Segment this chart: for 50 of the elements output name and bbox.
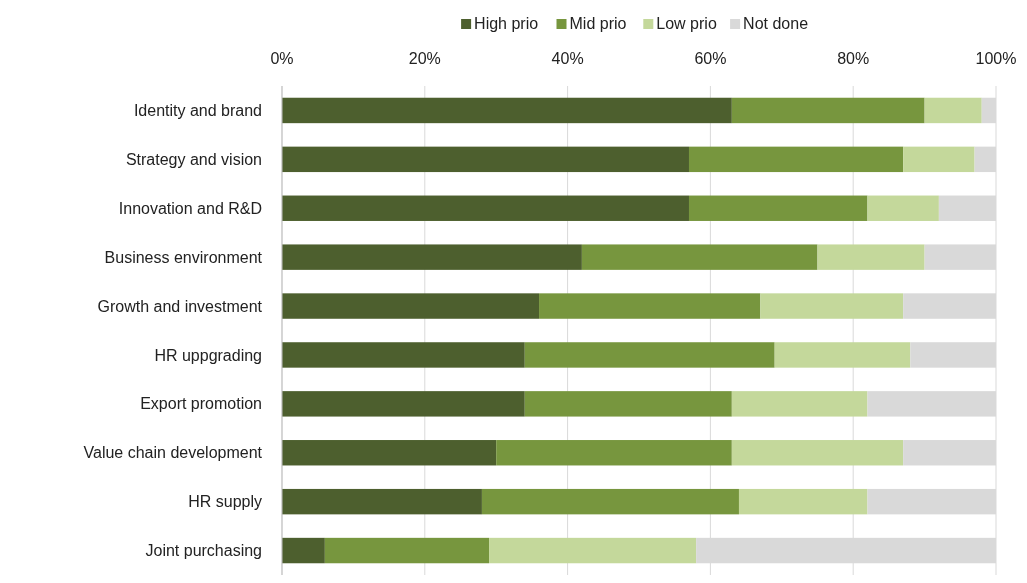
x-tick-label: 100% bbox=[975, 50, 1017, 67]
bar bbox=[774, 342, 911, 368]
bar bbox=[903, 146, 975, 173]
y-tick-label: Strategy and vision bbox=[125, 150, 262, 168]
bar bbox=[282, 537, 325, 564]
bar bbox=[481, 488, 739, 515]
y-tick-label: Innovation and R&D bbox=[118, 199, 262, 217]
y-tick-label: Business environment bbox=[104, 248, 263, 266]
bar bbox=[496, 440, 732, 466]
bar bbox=[282, 244, 582, 270]
legend-label: Not done bbox=[743, 15, 809, 32]
bar bbox=[489, 537, 697, 564]
bar bbox=[924, 97, 982, 124]
bar bbox=[282, 293, 540, 319]
y-tick-label: HR supply bbox=[188, 493, 262, 511]
bar bbox=[581, 244, 818, 270]
bar bbox=[282, 97, 732, 124]
x-tick-label: 60% bbox=[694, 50, 727, 67]
bar bbox=[539, 293, 761, 319]
bar bbox=[760, 293, 904, 319]
bar bbox=[282, 391, 525, 417]
x-tick-label: 20% bbox=[408, 50, 441, 67]
legend-label: Low prio bbox=[656, 15, 717, 32]
legend-label: Mid prio bbox=[569, 15, 627, 32]
x-tick-label: 80% bbox=[837, 50, 870, 67]
y-tick-label: Identity and brand bbox=[133, 102, 262, 120]
bar bbox=[738, 488, 868, 515]
bar bbox=[867, 195, 939, 221]
bar bbox=[282, 146, 689, 173]
bar bbox=[524, 391, 732, 417]
bar bbox=[324, 537, 490, 564]
x-tick-label: 0% bbox=[270, 50, 294, 67]
bar bbox=[524, 342, 775, 368]
y-tick-label: Value chain development bbox=[83, 444, 263, 462]
bar bbox=[731, 440, 904, 466]
bar bbox=[282, 342, 525, 368]
bar bbox=[688, 195, 868, 221]
bar bbox=[688, 146, 904, 173]
bar bbox=[282, 488, 482, 515]
bar bbox=[731, 97, 925, 124]
y-tick-label: Growth and investment bbox=[97, 297, 263, 315]
x-tick-label: 40% bbox=[551, 50, 584, 67]
bar bbox=[731, 391, 868, 417]
y-tick-label: Joint purchasing bbox=[145, 542, 262, 560]
bar bbox=[817, 244, 925, 270]
legend-label: High prio bbox=[474, 15, 539, 32]
y-tick-label: HR uppgrading bbox=[154, 346, 262, 364]
y-tick-label: Export promotion bbox=[140, 395, 262, 413]
bar bbox=[282, 195, 689, 221]
bar bbox=[282, 440, 497, 466]
